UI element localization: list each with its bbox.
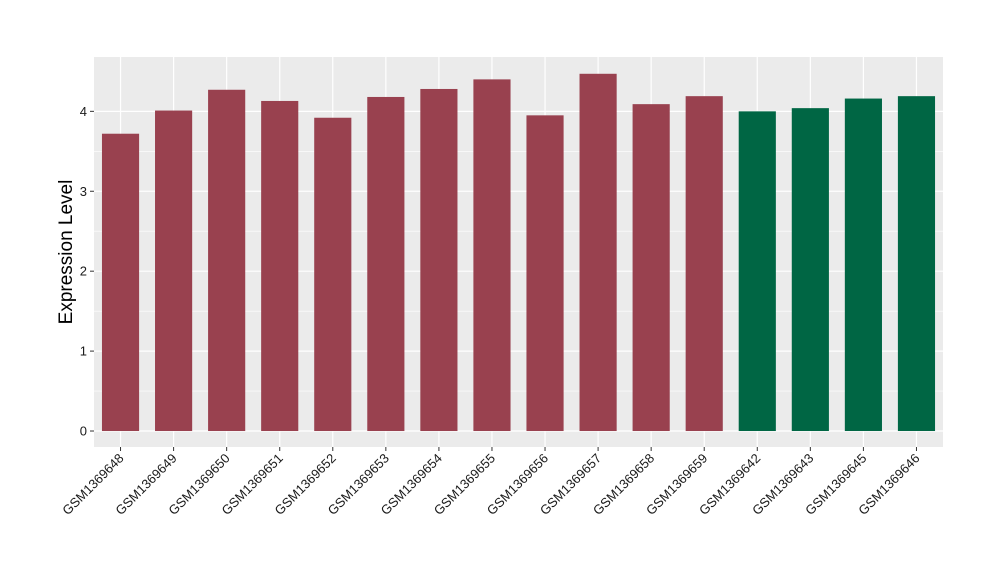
bar-GSM1369654 [420,88,458,432]
bar-GSM1369653 [367,96,405,432]
bar-GSM1369642 [738,111,776,432]
bar-GSM1369650 [208,89,246,432]
bar-GSM1369648 [101,133,140,432]
bar-GSM1369652 [314,117,352,432]
bar-GSM1369645 [844,98,882,432]
bar-GSM1369656 [526,115,564,432]
y-tick-label: 4 [80,104,87,119]
y-tick-label: 3 [80,184,87,199]
y-axis-title: Expression Level [56,180,77,325]
bar-GSM1369657 [579,73,617,432]
bar-GSM1369659 [685,96,723,432]
x-axis: GSM1369648GSM1369649GSM1369650GSM1369651… [59,447,923,518]
bar-GSM1369651 [261,100,299,432]
y-tick-label: 1 [80,344,87,359]
bar-GSM1369658 [632,104,670,432]
y-axis: 0 1 2 3 4 [80,104,94,439]
y-tick-label: 2 [80,264,87,279]
bar-GSM1369643 [791,108,829,432]
bar-GSM1369646 [897,96,936,432]
bars [101,73,936,432]
y-tick-label: 0 [80,424,87,439]
bar-GSM1369649 [155,110,193,432]
bar-GSM1369655 [473,79,511,432]
